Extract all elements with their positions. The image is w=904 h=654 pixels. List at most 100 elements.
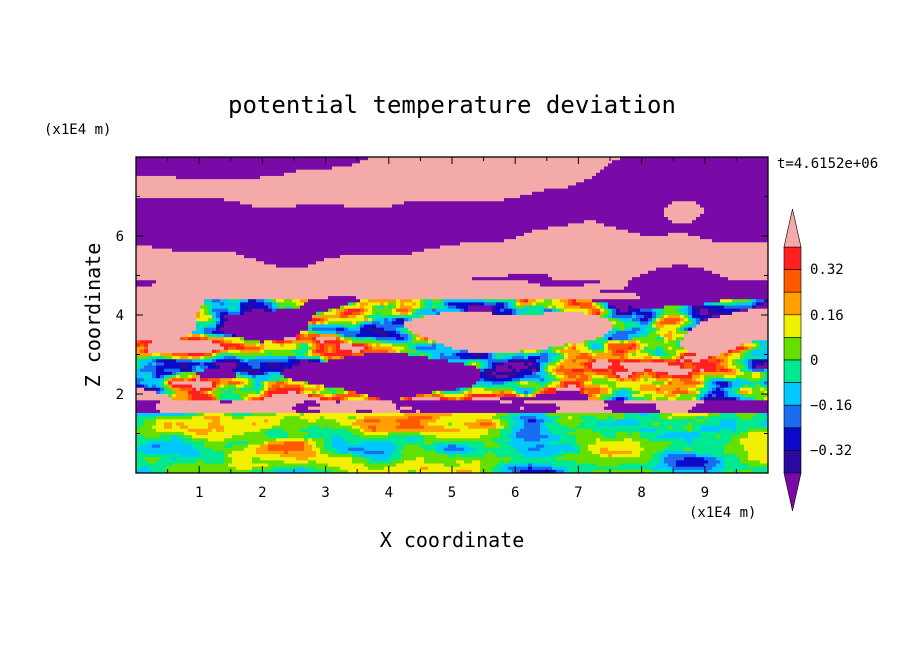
field-cell	[136, 251, 237, 256]
field-cell	[692, 406, 768, 411]
field-cell	[300, 299, 309, 303]
field-cell	[372, 337, 377, 341]
field-cell	[532, 390, 537, 395]
field-cell	[612, 352, 625, 357]
field-cell	[640, 318, 649, 322]
field-cell	[452, 346, 549, 351]
field-cell	[456, 352, 473, 357]
field-cell	[364, 324, 377, 329]
field-cell	[712, 270, 768, 275]
field-cell	[576, 182, 768, 187]
field-cell	[240, 299, 249, 303]
field-cell	[392, 311, 401, 316]
field-cell	[620, 378, 625, 382]
field-cell	[608, 349, 613, 354]
field-cell	[540, 422, 545, 427]
field-cell	[704, 463, 717, 468]
field-cell	[704, 469, 709, 473]
field-cell	[160, 409, 297, 414]
field-cell	[224, 438, 277, 442]
field-cell	[316, 337, 337, 341]
field-cell	[136, 397, 173, 401]
field-cell	[680, 340, 753, 345]
field-cell	[556, 308, 561, 313]
colorbar-box	[783, 359, 802, 383]
field-cell	[156, 365, 181, 370]
field-cell	[236, 305, 241, 310]
field-cell	[480, 356, 489, 360]
field-cell	[196, 327, 201, 332]
field-cell	[412, 333, 417, 338]
field-cell	[152, 469, 169, 473]
field-cell	[700, 368, 705, 373]
field-cell	[156, 460, 197, 465]
field-cell	[324, 356, 329, 360]
field-cell	[204, 327, 217, 332]
field-cell	[612, 305, 617, 310]
field-cell	[528, 362, 533, 367]
x-tick-label: 6	[511, 485, 519, 501]
field-cell	[372, 330, 389, 335]
field-cell	[744, 444, 768, 449]
field-cell	[744, 352, 753, 357]
field-cell	[500, 390, 505, 395]
field-cell	[296, 169, 601, 174]
field-cell	[360, 428, 365, 433]
field-cell	[136, 286, 625, 291]
field-cell	[244, 346, 261, 351]
field-cell	[724, 387, 733, 392]
field-cell	[436, 435, 481, 439]
field-cell	[256, 378, 269, 382]
field-cell	[516, 302, 521, 307]
field-cell	[188, 352, 205, 357]
field-cell	[320, 387, 325, 392]
field-cell	[496, 422, 501, 427]
field-cell	[224, 333, 233, 338]
field-cell	[188, 337, 201, 341]
field-cell	[572, 368, 585, 373]
field-cell	[532, 191, 768, 196]
field-cell	[308, 356, 321, 360]
field-cell	[200, 324, 209, 329]
field-cell	[752, 359, 768, 363]
field-cell	[536, 302, 553, 307]
field-cell	[560, 362, 581, 367]
field-cell	[308, 333, 321, 338]
field-cell	[740, 397, 753, 401]
field-cell	[648, 438, 685, 442]
y-unit-label: (x1E4 m)	[44, 122, 111, 138]
field-cell	[504, 381, 509, 386]
field-cell	[276, 438, 305, 442]
field-cell	[280, 419, 309, 424]
field-cell	[440, 299, 445, 303]
field-cell	[632, 397, 645, 401]
field-cell	[624, 412, 641, 417]
field-cell	[408, 469, 417, 473]
field-cell	[256, 447, 269, 452]
field-cell	[268, 419, 281, 424]
field-cell	[484, 387, 513, 392]
field-cell	[628, 397, 633, 401]
field-cell	[520, 428, 541, 433]
field-cell	[408, 397, 413, 401]
field-cell	[564, 359, 573, 363]
field-cell	[764, 368, 768, 373]
field-cell	[152, 359, 157, 363]
field-cell	[544, 362, 549, 367]
field-cell	[192, 397, 213, 401]
field-cell	[748, 457, 768, 461]
field-cell	[604, 400, 625, 405]
field-cell	[220, 397, 241, 401]
field-cell	[664, 315, 669, 319]
field-cell	[152, 444, 161, 449]
field-cell	[300, 330, 309, 335]
field-cell	[520, 394, 525, 398]
field-cell	[480, 375, 485, 379]
field-cell	[676, 308, 681, 313]
field-cell	[576, 441, 597, 446]
field-cell	[280, 378, 289, 382]
field-cell	[480, 469, 493, 473]
field-cell	[240, 359, 245, 363]
field-cell	[136, 362, 141, 367]
field-cell	[540, 349, 545, 354]
